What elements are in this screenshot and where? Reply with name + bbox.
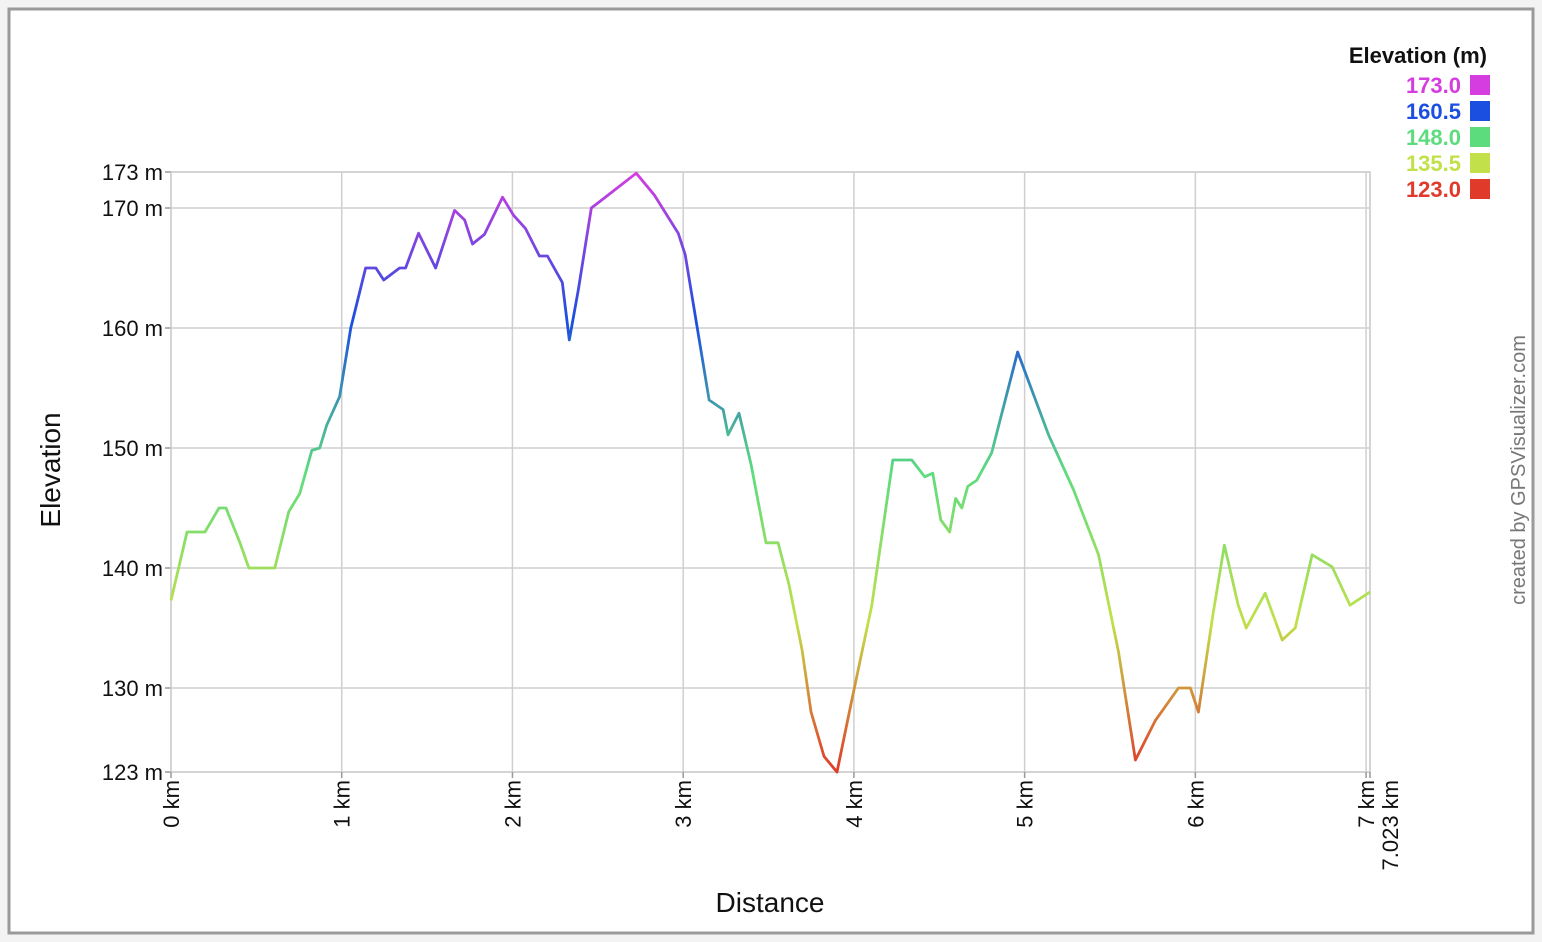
y-tick-label: 130 m bbox=[102, 676, 163, 701]
legend-swatch bbox=[1470, 179, 1490, 199]
x-tick-label: 7 km bbox=[1354, 780, 1379, 828]
y-tick-label: 173 m bbox=[102, 160, 163, 185]
legend-label: 160.5 bbox=[1406, 99, 1461, 124]
x-tick-label: 4 km bbox=[842, 780, 867, 828]
legend-label: 135.5 bbox=[1406, 151, 1461, 176]
y-tick-label: 150 m bbox=[102, 436, 163, 461]
legend-label: 123.0 bbox=[1406, 177, 1461, 202]
y-tick-label: 140 m bbox=[102, 556, 163, 581]
y-tick-label: 123 m bbox=[102, 760, 163, 785]
x-tick-label: 0 km bbox=[159, 780, 184, 828]
legend-label: 173.0 bbox=[1406, 73, 1461, 98]
x-axis-title: Distance bbox=[716, 887, 825, 918]
legend-swatch bbox=[1470, 101, 1490, 121]
legend-swatch bbox=[1470, 127, 1490, 147]
x-tick-label: 7.023 km bbox=[1378, 780, 1403, 871]
y-axis-title: Elevation bbox=[35, 412, 66, 527]
x-tick-label: 2 km bbox=[500, 780, 525, 828]
y-tick-label: 160 m bbox=[102, 316, 163, 341]
legend-swatch bbox=[1470, 75, 1490, 95]
legend-title: Elevation (m) bbox=[1349, 43, 1487, 68]
chart-frame bbox=[7, 7, 1535, 935]
credit: created by GPSVisualizer.com bbox=[1508, 335, 1530, 605]
x-tick-label: 6 km bbox=[1183, 780, 1208, 828]
x-tick-label: 1 km bbox=[330, 780, 355, 828]
elevation-line bbox=[169, 171, 1371, 774]
y-tick-label: 170 m bbox=[102, 196, 163, 221]
x-tick-label: 3 km bbox=[671, 780, 696, 828]
x-tick-label: 5 km bbox=[1013, 780, 1038, 828]
legend-swatch bbox=[1470, 153, 1490, 173]
legend-label: 148.0 bbox=[1406, 125, 1461, 150]
